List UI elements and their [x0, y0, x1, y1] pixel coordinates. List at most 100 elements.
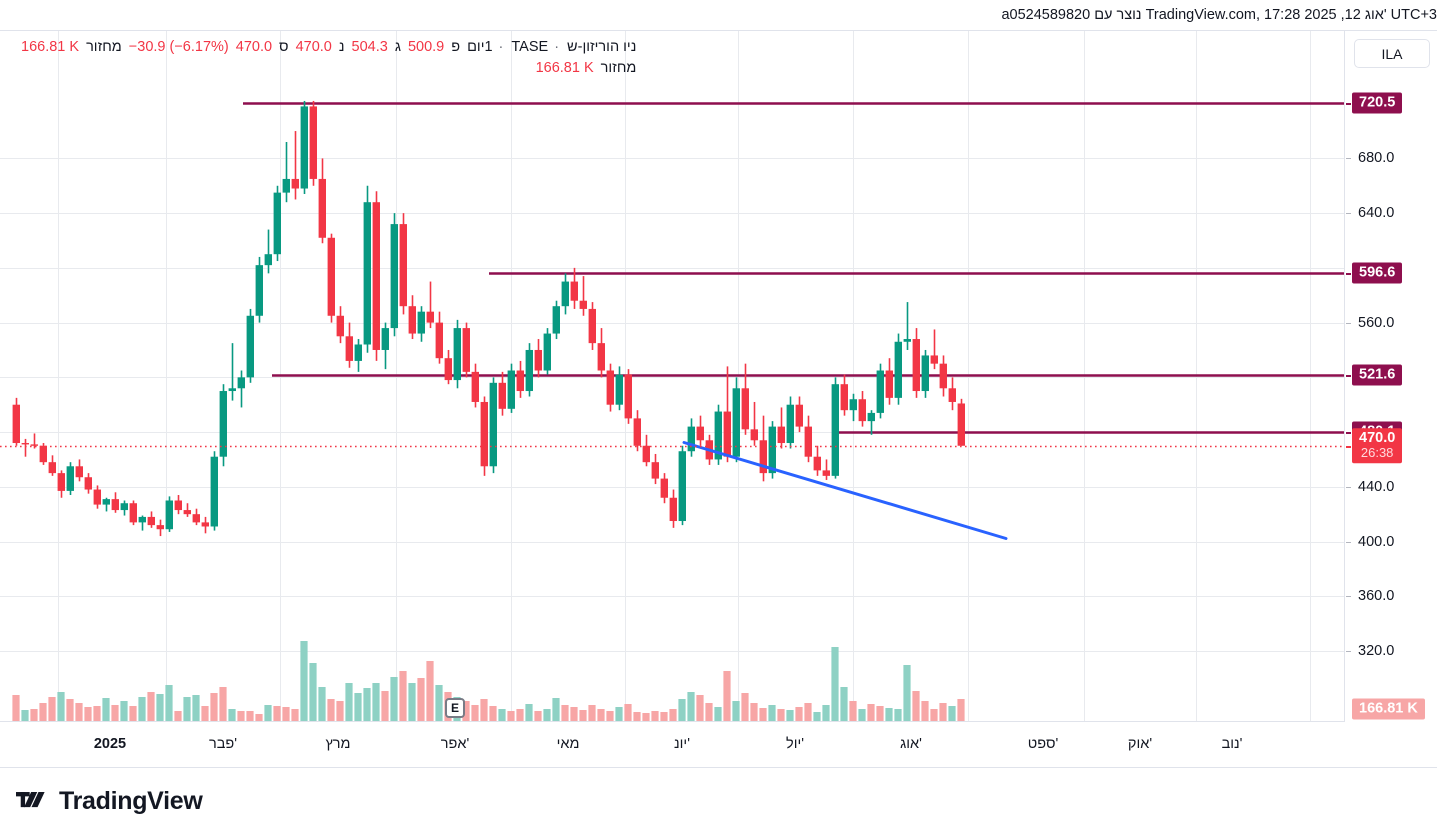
- volume-bar: [264, 705, 272, 721]
- volume-bar: [129, 706, 137, 721]
- countdown-timer: 26:38: [1360, 445, 1394, 461]
- volume-bar: [570, 707, 578, 721]
- time-axis-label: 'נוב: [1221, 736, 1243, 752]
- candle-body: [759, 440, 767, 474]
- candle-body: [597, 343, 605, 371]
- volume-bar: [822, 705, 830, 721]
- chart-canvas: [0, 31, 1344, 721]
- volume-bar: [876, 706, 884, 721]
- price-axis-tick: [1346, 486, 1351, 488]
- candle-body: [831, 384, 839, 476]
- price-axis-label: 320.0: [1358, 643, 1395, 659]
- volume-bar: [372, 683, 380, 721]
- candle-body: [156, 525, 164, 530]
- candle-body: [669, 497, 677, 522]
- price-axis-tick: [1346, 375, 1351, 378]
- candle-body: [714, 411, 722, 460]
- volume-bar: [948, 706, 956, 721]
- volume-bar: [273, 706, 281, 721]
- candle-body: [300, 106, 308, 189]
- price-level-badge[interactable]: 521.6: [1352, 364, 1403, 386]
- price-axis-tick: [1346, 431, 1351, 434]
- candle-body: [444, 358, 452, 381]
- price-level-badge[interactable]: 720.5: [1352, 92, 1403, 114]
- volume-bar: [480, 699, 488, 721]
- candle-body: [309, 106, 317, 179]
- time-axis-label: 'אוק: [1127, 736, 1153, 752]
- tradingview-logo[interactable]: TradingView: [16, 787, 203, 816]
- price-level-badge[interactable]: 596.6: [1352, 262, 1403, 284]
- candle-body: [795, 404, 803, 427]
- time-axis-label: 'אוג: [900, 736, 922, 752]
- volume-bar: [66, 699, 74, 721]
- candle-body: [48, 462, 56, 474]
- last-price-badge[interactable]: 470.0 26:38: [1352, 427, 1403, 464]
- candle-body: [579, 300, 587, 309]
- volume-bar: [489, 706, 497, 721]
- volume-bar: [552, 698, 560, 721]
- earnings-marker[interactable]: E: [445, 698, 465, 718]
- candle-body: [471, 371, 479, 402]
- snapshot-caption-bar: a0524589820 נוצר עם TradingView.com, 17:…: [0, 0, 1437, 30]
- candle-body: [849, 399, 857, 411]
- candle-body: [165, 500, 173, 530]
- candle-body: [75, 466, 83, 478]
- candle-body: [129, 503, 137, 523]
- price-axis-tick: [1346, 322, 1351, 324]
- time-axis-label: 'ספט: [1027, 736, 1059, 752]
- candle-body: [786, 404, 794, 444]
- volume-bar: [237, 711, 245, 721]
- candle-body: [273, 192, 281, 255]
- time-axis[interactable]: 2025 'פבר מרץ 'אפר מאי 'יונ 'יול 'אוג 'ספט 'אוק 'נ…: [0, 721, 1345, 768]
- candle-body: [228, 388, 236, 392]
- candle-body: [435, 322, 443, 359]
- volume-bar: [84, 707, 92, 721]
- volume-bar: [633, 712, 641, 721]
- price-axis-label: 360.0: [1358, 588, 1395, 605]
- volume-bar: [381, 691, 389, 721]
- volume-bar: [561, 705, 569, 721]
- volume-bar: [939, 703, 947, 721]
- time-axis-label: מרץ: [325, 736, 351, 752]
- candle-body: [867, 412, 875, 422]
- volume-bar: [363, 688, 371, 721]
- candle-body: [318, 178, 326, 238]
- volume-value-badge[interactable]: 166.81 K: [1352, 698, 1425, 720]
- volume-bar: [930, 709, 938, 721]
- candle-body: [948, 388, 956, 402]
- volume-bar: [291, 709, 299, 721]
- time-axis-label: 'יונ: [674, 736, 690, 752]
- volume-bar: [651, 711, 659, 721]
- candle-body: [192, 514, 200, 523]
- volume-bar: [831, 647, 839, 721]
- volume-bar: [165, 685, 173, 721]
- volume-bar: [732, 701, 740, 721]
- volume-bar: [624, 704, 632, 721]
- candle-body: [417, 311, 425, 334]
- currency-unit-button[interactable]: ILA: [1354, 39, 1430, 68]
- candle-body: [282, 178, 290, 193]
- candle-body: [372, 202, 380, 350]
- candle-body: [903, 339, 911, 342]
- volume-bar: [507, 711, 515, 721]
- volume-bar: [75, 703, 83, 721]
- volume-bar: [858, 709, 866, 721]
- volume-bar: [471, 705, 479, 721]
- volume-bar: [813, 712, 821, 721]
- volume-bar: [795, 707, 803, 721]
- candle-body: [291, 178, 299, 189]
- volume-bar: [750, 703, 758, 721]
- candle-body: [246, 315, 254, 378]
- candle-body: [57, 473, 65, 491]
- candle-body: [858, 399, 866, 422]
- volume-bar: [120, 701, 128, 721]
- candle-body: [147, 516, 155, 526]
- price-axis[interactable]: ILA 680.0 640.0 560.0 440.0 400.0 360.0 320.0 7…: [1346, 31, 1437, 769]
- volume-bar: [642, 713, 650, 721]
- candle-body: [66, 466, 74, 491]
- candle-body: [30, 444, 38, 446]
- candle-body: [93, 489, 101, 505]
- chart-pane[interactable]: ניו הוריזון-ש · TASE · 1יום פ 500.9 ג 50…: [0, 31, 1345, 721]
- volume-bar: [687, 692, 695, 721]
- time-axis-label: 'פבר: [208, 736, 238, 752]
